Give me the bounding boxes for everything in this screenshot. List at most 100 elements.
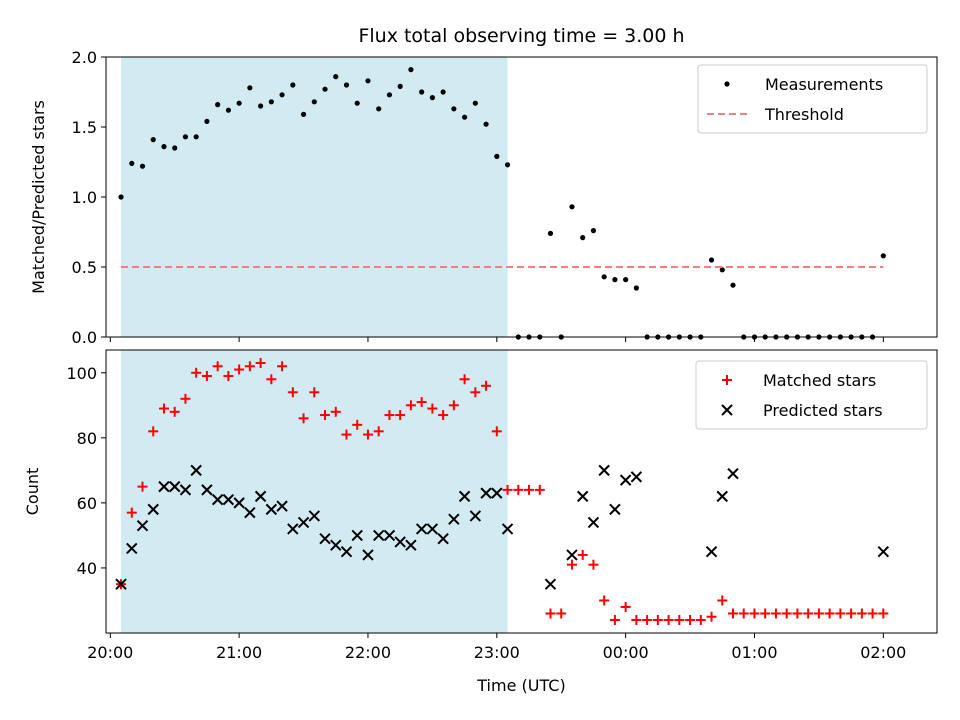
matched-star-point: [856, 608, 867, 619]
matched-star-point: [255, 358, 266, 369]
matched-star-point: [395, 410, 406, 421]
predicted-star-point: [619, 474, 632, 486]
matched-star-point: [556, 608, 567, 619]
predicted-star-point: [491, 487, 503, 499]
measurement-point: [408, 67, 414, 73]
matched-star-point: [137, 481, 148, 492]
matched-star-point: [534, 484, 545, 495]
matched-star-point: [148, 426, 159, 437]
matched-star-point: [158, 403, 169, 414]
legend-measurements-marker: [724, 81, 730, 87]
matched-star-point: [685, 614, 696, 625]
x-tick-label: 22:00: [345, 643, 391, 662]
legend-predicted-marker: [721, 404, 733, 416]
matched-star-point: [330, 406, 341, 417]
predicted-star-point: [469, 510, 482, 522]
legend-threshold-label: Threshold: [764, 105, 844, 124]
measurement-point: [300, 111, 307, 117]
predicted-star-point: [244, 506, 256, 519]
matched-star-point: [352, 419, 363, 430]
matched-star-point: [362, 429, 373, 440]
measurement-point: [333, 74, 339, 80]
x-tick-label: 01:00: [731, 643, 777, 662]
top-y-ticks: 0.0 0.5 1.0 1.5 2.0: [72, 48, 106, 347]
predicted-star-point: [630, 471, 643, 483]
bottom-legend: Matched stars Predicted stars: [695, 360, 928, 430]
bottom-x-ticks: 20:00 21:00 22:00 23:00 00:00 01:00 02:00: [87, 633, 906, 662]
x-tick-label: 20:00: [87, 643, 133, 662]
top-y-axis-label: Matched/Predicted stars: [29, 100, 48, 294]
top-y-tick-label: 1.5: [72, 118, 97, 137]
measurement-point: [419, 89, 425, 95]
measurement-point: [580, 235, 586, 241]
measurement-point: [279, 92, 285, 98]
predicted-star-point: [179, 484, 192, 496]
matched-star-point: [427, 403, 438, 414]
predicted-star-point: [254, 490, 267, 503]
predicted-star-point: [319, 532, 331, 545]
measurement-point: [258, 103, 264, 109]
matched-star-point: [277, 361, 288, 372]
predicted-star-point: [115, 578, 127, 590]
matched-star-point: [770, 608, 781, 619]
matched-star-point: [513, 484, 524, 495]
matched-star-point: [502, 484, 513, 495]
predicted-star-point: [576, 490, 589, 503]
bottom-y-axis-label: Count: [23, 468, 42, 516]
matched-star-point: [373, 426, 384, 437]
measurement-point: [590, 228, 597, 234]
measurement-point: [311, 99, 317, 105]
bottom-y-tick-label: 60: [77, 494, 97, 513]
observing-span-shade: [121, 57, 508, 337]
top-x-ticks: [109, 337, 884, 342]
matched-star-point: [126, 507, 137, 518]
matched-star-point: [212, 361, 223, 372]
legend-matched-marker: [722, 375, 732, 385]
legend-cross-glyph: [721, 404, 733, 416]
matched-star-point: [652, 614, 663, 625]
measurement-point: [504, 162, 511, 168]
matched-star-point: [706, 611, 717, 622]
measurement-point: [118, 194, 124, 200]
measurement-point: [354, 100, 360, 106]
predicted-star-point: [340, 545, 353, 558]
measurement-point: [719, 267, 725, 273]
predicted-star-point: [415, 523, 428, 535]
measurement-point: [397, 83, 403, 89]
matched-star-point: [803, 608, 814, 619]
predicted-star-point: [222, 493, 235, 506]
predicted-star-point: [716, 490, 728, 503]
measurement-point: [376, 106, 382, 112]
matched-star-point: [663, 614, 674, 625]
measurement-point: [612, 277, 618, 283]
bottom-plot-frame: [105, 349, 938, 634]
predicted-star-point: [297, 516, 310, 529]
predicted-star-point: [383, 529, 396, 542]
predicted-star-point: [587, 516, 600, 529]
x-tick-label: 00:00: [603, 643, 649, 662]
predicted-star-point: [265, 503, 278, 516]
matched-star-point: [470, 387, 481, 398]
measurement-point: [386, 92, 393, 98]
bottom-y-tick-label: 100: [66, 364, 97, 383]
measurement-point: [150, 137, 156, 143]
matched-star-point: [384, 410, 395, 421]
matched-star-point: [738, 608, 749, 619]
matched-star-point: [792, 608, 803, 619]
matched-star-point: [824, 608, 835, 619]
matched-star-point: [577, 549, 588, 560]
measurement-point: [880, 253, 886, 259]
measurement-point: [193, 134, 199, 140]
measurement-point: [204, 118, 210, 124]
matched-star-point: [405, 400, 416, 411]
predicted-star-point: [351, 529, 363, 542]
matched-star-point: [599, 595, 610, 606]
measurement-point: [730, 282, 736, 288]
matched-star-point: [287, 387, 298, 398]
matched-star-point: [835, 608, 846, 619]
matched-star-point: [566, 559, 577, 570]
matched-star-point: [867, 608, 878, 619]
matched-star-point: [878, 608, 889, 619]
predicted-star-point: [727, 467, 739, 480]
measurement-point: [322, 86, 328, 92]
